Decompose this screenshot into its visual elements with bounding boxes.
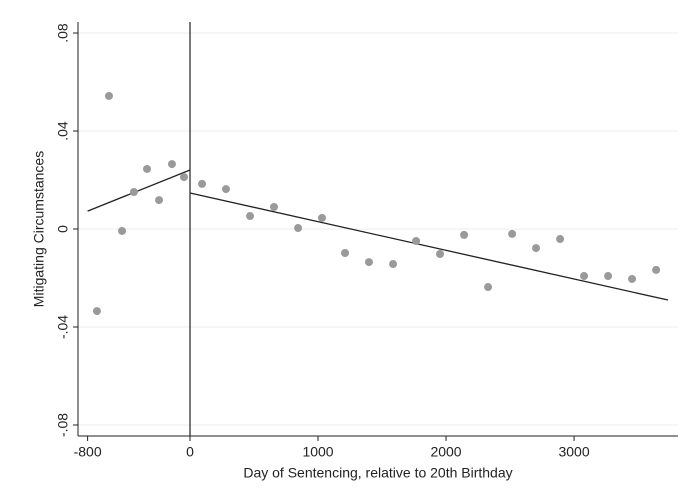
point [556, 235, 565, 244]
point [341, 249, 350, 258]
point [364, 258, 373, 267]
y-tick-label: .04 [55, 121, 71, 141]
point [412, 237, 421, 246]
point [317, 213, 326, 222]
point [484, 283, 493, 292]
point [460, 230, 469, 239]
point [436, 249, 445, 258]
point [652, 265, 661, 274]
point [604, 272, 613, 281]
point [269, 202, 278, 211]
point [118, 226, 127, 235]
x-tick-label: 1000 [302, 444, 333, 460]
point [294, 224, 303, 233]
x-tick-label: 0 [186, 444, 194, 460]
x-tick-label: -800 [74, 444, 102, 460]
point [92, 307, 101, 316]
point [142, 164, 151, 173]
point [580, 272, 589, 281]
point [532, 244, 541, 253]
point [129, 188, 138, 197]
point [198, 179, 207, 188]
y-tick-label: -.04 [55, 315, 71, 339]
point [155, 196, 164, 205]
x-tick-label: 3000 [558, 444, 589, 460]
point [221, 185, 230, 194]
fit-line [189, 192, 669, 301]
point [167, 160, 176, 169]
point [246, 212, 255, 221]
y-axis-label: Mitigating Circumstances [31, 151, 47, 307]
y-tick-label: -.08 [55, 413, 71, 437]
point [389, 260, 398, 269]
x-axis-label: Day of Sentencing, relative to 20th Birt… [243, 465, 512, 481]
point [628, 274, 637, 283]
y-tick-label: .08 [55, 23, 71, 43]
y-tick-label: 0 [55, 225, 71, 233]
point [179, 173, 188, 182]
x-tick-label: 2000 [430, 444, 461, 460]
point [104, 91, 113, 100]
point [508, 229, 517, 238]
fit-line [87, 169, 191, 212]
